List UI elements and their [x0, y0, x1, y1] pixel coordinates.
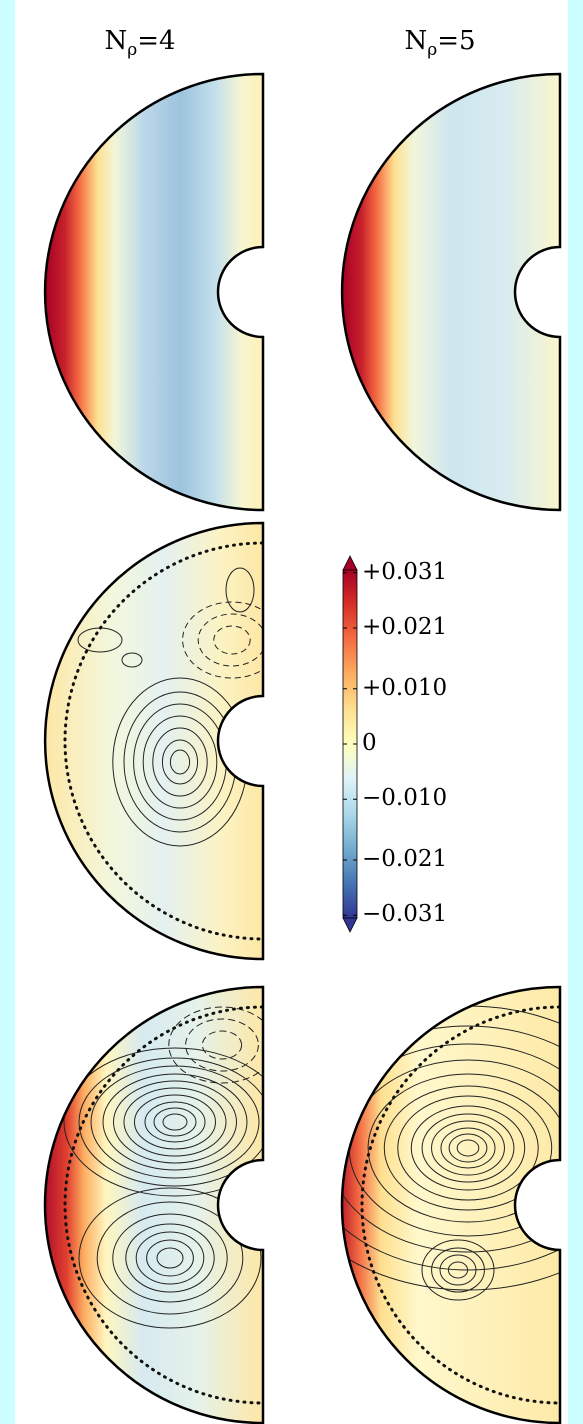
colorbar-extend-bottom	[342, 917, 358, 933]
contour	[410, 1105, 526, 1191]
contour	[439, 1254, 477, 1286]
contour	[78, 1187, 262, 1329]
contour	[197, 613, 264, 667]
contour	[78, 1057, 263, 1187]
colorbar-tick-label: 0	[362, 730, 377, 756]
contour	[213, 625, 251, 655]
contour	[421, 1113, 515, 1183]
contour	[447, 1261, 469, 1279]
panel-outline	[43, 72, 265, 512]
panel-outline	[340, 985, 562, 1424]
contour	[96, 1201, 244, 1315]
contour	[125, 1223, 215, 1293]
contour	[63, 1047, 263, 1197]
contour	[152, 727, 208, 797]
contour	[440, 1127, 496, 1169]
contour	[146, 1239, 194, 1277]
contour	[161, 739, 199, 785]
contour	[162, 1113, 188, 1131]
contour	[448, 1133, 488, 1163]
contour	[421, 1239, 495, 1301]
contour	[90, 1065, 260, 1179]
contour	[135, 1231, 205, 1285]
colorbar-tick-label: +0.010	[362, 675, 447, 701]
contour	[113, 1080, 237, 1164]
contour	[123, 1087, 227, 1157]
contour	[431, 1120, 505, 1176]
contour	[225, 567, 255, 613]
colorbar-tick-label: −0.031	[362, 901, 447, 927]
contour	[383, 1085, 553, 1211]
dotted-boundary	[63, 1005, 263, 1405]
contour	[144, 1101, 206, 1143]
colorbar-extend-top	[342, 555, 358, 571]
colorbar-tick-label: +0.031	[362, 559, 447, 585]
contour	[185, 1018, 259, 1072]
contour	[431, 1247, 485, 1293]
colorbar-tick-label: −0.021	[362, 846, 447, 872]
contour	[134, 1094, 216, 1150]
contour	[168, 1006, 263, 1084]
contour	[153, 1107, 197, 1137]
contour	[169, 749, 191, 775]
contour	[201, 1030, 243, 1060]
contour	[456, 1139, 480, 1157]
contour	[397, 1095, 539, 1201]
contour	[156, 1247, 184, 1269]
contour	[112, 1213, 228, 1303]
colorbar-tick-label: +0.021	[362, 614, 447, 640]
column-title: Nρ=4	[104, 26, 175, 60]
contour	[342, 1043, 560, 1253]
contour	[142, 715, 218, 809]
contour	[121, 652, 143, 668]
panel-outline	[43, 985, 265, 1424]
contour	[102, 1073, 248, 1171]
colorbar-tick-label: −0.010	[362, 785, 447, 811]
dotted-boundary	[360, 1005, 560, 1405]
contour	[367, 1073, 560, 1223]
column-title: Nρ=5	[404, 26, 475, 60]
panel-outline	[43, 521, 265, 961]
panel-outline	[340, 72, 562, 512]
